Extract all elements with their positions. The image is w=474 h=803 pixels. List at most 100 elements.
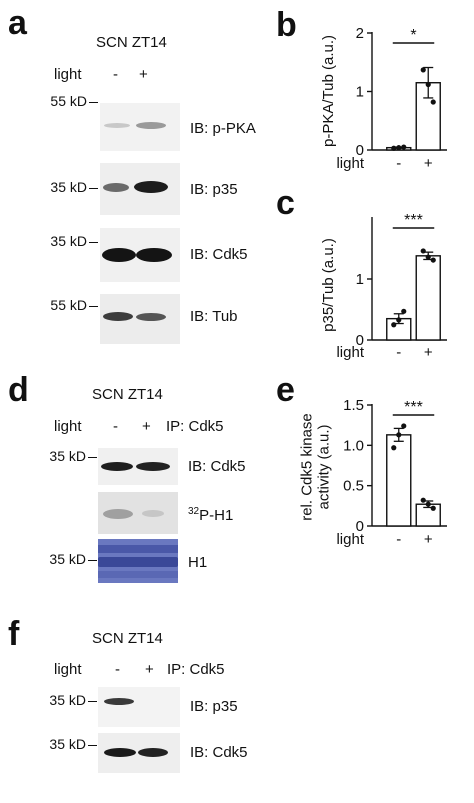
band — [104, 748, 136, 757]
chart-b-xlabel: light — [336, 155, 364, 172]
panel-a-blot1-ib: IB: p-PKA — [190, 120, 256, 137]
chart-c-ytick-label: 1 — [356, 271, 364, 288]
chart-b-ytick-label: 0 — [356, 142, 364, 159]
chart-b-data-point — [430, 99, 436, 105]
band — [142, 510, 164, 517]
chart-c-data-point — [401, 308, 407, 314]
panel-label-e: e — [276, 371, 295, 409]
chart-e-data-point — [425, 501, 431, 507]
panel-d-light-label: light — [54, 418, 82, 435]
panel-d-blot2-ib-text: P-H1 — [199, 507, 234, 524]
band — [104, 698, 134, 705]
chart-c-data-point — [425, 254, 431, 260]
chart-e-ytick-label: 0 — [356, 518, 364, 535]
panel-f-blot1-ib: IB: p35 — [190, 698, 238, 715]
chart-b-data-point — [396, 145, 402, 151]
chart-c-category-label: + — [424, 344, 433, 361]
band — [103, 509, 133, 519]
chart-e-ytick-label: 1.0 — [343, 437, 364, 454]
chart-b-data-point — [425, 81, 431, 88]
chart-b-category-label: - — [396, 155, 401, 172]
panel-label-d: d — [8, 371, 29, 409]
chart-e-ytick-label: 1.5 — [343, 397, 364, 414]
chart-b-significance-label: * — [410, 27, 416, 44]
panel-a-blot2-mw: 35 kD — [28, 180, 98, 194]
panel-f-blot1-image — [98, 687, 180, 727]
chart-e-ylabel: activity (a.u.) — [316, 424, 333, 509]
panel-f-blot2-image — [98, 733, 180, 773]
panel-label-c: c — [276, 184, 295, 222]
panel-a-blot1-mw: 55 kD — [28, 94, 98, 108]
panel-d-blot2-image — [98, 492, 178, 534]
panel-f-cond-plus: + — [145, 661, 154, 678]
panel-a-blot3-image — [100, 228, 180, 282]
chart-e-category-label: + — [424, 531, 433, 548]
panel-a-blot3-mw: 35 kD — [28, 234, 98, 248]
panel-d-blot1-ib: IB: Cdk5 — [188, 458, 246, 475]
chart-e-ylabel: rel. Cdk5 kinase — [299, 413, 316, 521]
panel-d-blot1-image — [98, 448, 178, 485]
band — [98, 545, 178, 553]
panel-a-blot2-ib: IB: p35 — [190, 181, 238, 198]
chart-b-ytick-label: 1 — [356, 84, 364, 101]
chart-c-bar — [415, 255, 441, 341]
band — [103, 312, 133, 321]
chart-e-category-label: - — [396, 531, 401, 548]
panel-d-cond-plus: + — [142, 418, 151, 435]
panel-a-blot3-ib: IB: Cdk5 — [190, 246, 248, 263]
panel-label-b: b — [276, 6, 297, 44]
band — [134, 181, 168, 193]
band — [136, 248, 172, 262]
chart-e-significance-label: *** — [404, 399, 423, 416]
panel-a-blot2-image — [100, 163, 180, 215]
band — [103, 183, 129, 192]
chart-c-significance-label: *** — [404, 212, 423, 229]
panel-a-cond-minus: - — [113, 66, 118, 83]
panel-d-blot3-mw: 35 kD — [27, 552, 97, 566]
chart-c-data-point — [396, 317, 402, 323]
panel-a-blot4-ib: IB: Tub — [190, 308, 238, 325]
chart-b-data-point — [420, 67, 426, 73]
panel-f-title: SCN ZT14 — [92, 630, 163, 647]
panel-f-blot1-mw: 35 kD — [27, 693, 97, 707]
chart-c-ylabel: p35/Tub (a.u.) — [320, 238, 337, 332]
chart-e-data-point — [396, 432, 402, 438]
panel-d-title: SCN ZT14 — [92, 386, 163, 403]
chart-c-ytick-label: 0 — [356, 332, 364, 349]
band — [136, 122, 166, 129]
chart-e-data-point — [430, 505, 436, 511]
band — [98, 571, 178, 578]
panel-f-blot2-ib: IB: Cdk5 — [190, 744, 248, 761]
chart-b-ytick-label: 2 — [356, 25, 364, 42]
band — [102, 248, 136, 262]
chart-c-data-point — [430, 257, 436, 263]
chart-e-xlabel: light — [336, 531, 364, 548]
panel-d-blot3-ib: H1 — [188, 554, 208, 571]
panel-d-ip: IP: Cdk5 — [166, 418, 224, 435]
panel-a-cond-plus: + — [139, 66, 148, 83]
chart-b-data-point — [401, 144, 407, 150]
chart-b-category-label: + — [424, 155, 433, 172]
chart-c-category-label: - — [396, 344, 401, 361]
panel-a-light-label: light — [54, 66, 82, 83]
chart-b-data-point — [391, 145, 397, 151]
panel-f-blot2-mw: 35 kD — [27, 737, 97, 751]
panel-d-blot3-image — [98, 539, 178, 583]
panel-f-light-label: light — [54, 661, 82, 678]
chart-c-data-point — [391, 322, 397, 328]
band — [104, 123, 130, 128]
band — [101, 462, 133, 471]
panel-f-ip: IP: Cdk5 — [167, 661, 225, 678]
band — [136, 313, 166, 321]
band — [98, 557, 178, 567]
chart-e-data-point — [391, 445, 397, 451]
band — [138, 748, 168, 757]
panel-label-f: f — [8, 615, 20, 653]
chart-c-xlabel: light — [336, 344, 364, 361]
chart-e-bar — [386, 434, 412, 527]
isotope-superscript: 32 — [188, 506, 200, 517]
panel-f-cond-minus: - — [115, 661, 120, 678]
panel-a-title: SCN ZT14 — [96, 34, 167, 51]
chart-b-ylabel: p-PKA/Tub (a.u.) — [320, 35, 337, 147]
panel-label-a: a — [8, 4, 27, 42]
